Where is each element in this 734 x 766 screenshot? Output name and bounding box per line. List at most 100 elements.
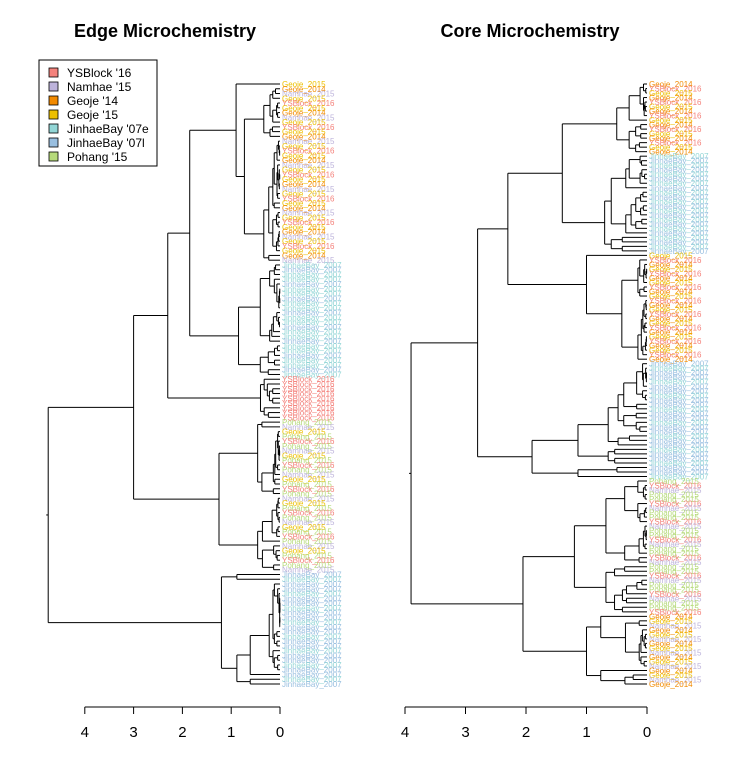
leaf-label: Geoje_2014 [282,180,326,189]
leaf-label: JinhaeBay_2007 [282,642,342,651]
leaf-label: Namhae_2015 [282,542,335,551]
leaf-label: JinhaeBay_2007 [649,170,709,179]
leaf-label: JinhaeBay_2007 [282,604,342,613]
leaf-label: Namhae_2015 [649,486,702,495]
leaf-label: Geoje_2014 [649,355,693,364]
leaf-label: YSBlock_2016 [649,337,702,346]
leaf-label: Geoje_2014 [649,666,693,675]
leaf-label: JinhaeBay_2007 [282,651,342,660]
leaf-label: Geoje_2015 [649,630,693,639]
leaf-label: Pohang_2015 [282,432,332,441]
leaf-label: YSBlock_2016 [282,413,335,422]
leaf-label: YSBlock_2016 [649,500,702,509]
leaf-label: JinhaeBay_2007 [649,436,709,445]
leaf-label: Geoje_2015 [282,128,326,137]
leaf-label: Pohang_2015 [282,537,332,546]
legend-label: JinhaeBay '07l [67,136,145,150]
leaf-label: Namhae_2015 [649,522,702,531]
leaf-label: Pohang_2015 [649,513,699,522]
leaf-label: JinhaeBay_2007 [282,261,342,270]
leaf-label: JinhaeBay_2007 [282,675,342,684]
leaf-label: YSBlock_2016 [282,194,335,203]
leaf-label: Geoje_2014 [282,132,326,141]
leaf-label: Pohang_2015 [282,480,332,489]
leaf-label: JinhaeBay_2007 [282,309,342,318]
leaf-label: YSBlock_2016 [282,485,335,494]
leaf-label: YSBlock_2016 [649,256,702,265]
leaf-label: YSBlock_2016 [649,269,702,278]
leaf-label: Geoje_2015 [282,223,326,232]
leaf-label: Geoje_2015 [282,118,326,127]
leaf-label: JinhaeBay_2007 [282,666,342,675]
leaf-label: JinhaeBay_2007 [282,613,342,622]
leaf-label: JinhaeBay_2007 [282,370,342,379]
leaf-label: JinhaeBay_2007 [649,247,709,256]
leaf-label: YSBlock_2016 [282,399,335,408]
leaf-label: Geoje_2014 [649,315,693,324]
leaf-label: Geoje_2015 [649,617,693,626]
leaf-label: Namhae_2015 [282,185,335,194]
leaf-label: JinhaeBay_2007 [649,463,709,472]
leaf-label: Namhae_2015 [282,494,335,503]
leaf-label: Namhae_2015 [649,504,702,513]
leaf-label: Geoje_2014 [649,653,693,662]
leaf-label: JinhaeBay_2007 [282,575,342,584]
leaf-label: JinhaeBay_2007 [282,351,342,360]
leaf-label: Namhae_2015 [282,423,335,432]
leaf-label: JinhaeBay_2007 [649,364,709,373]
leaf-label: Pohang_2015 [649,495,699,504]
leaf-label: Namhae_2015 [282,209,335,218]
leaf-label: Namhae_2015 [649,621,702,630]
leaf-label: Pohang_2015 [649,599,699,608]
leaf-label: YSBlock_2016 [282,123,335,132]
leaf-label: JinhaeBay_2007 [649,211,709,220]
leaf-label: JinhaeBay_2007 [649,391,709,400]
leaf-label: YSBlock_2016 [282,437,335,446]
leaf-label: Geoje_2014 [649,134,693,143]
leaf-label: YSBlock_2016 [649,590,702,599]
leaf-label: JinhaeBay_2007 [649,175,709,184]
leaf-label: Pohang_2015 [649,491,699,500]
leaf-label: JinhaeBay_2007 [282,680,342,689]
leaf-label: JinhaeBay_2007 [649,242,709,251]
leaf-label: Pohang_2015 [649,545,699,554]
leaf-label: Geoje_2015 [282,499,326,508]
leaf-label: JinhaeBay_2007 [649,220,709,229]
leaf-label: JinhaeBay_2007 [649,152,709,161]
leaf-label: YSBlock_2016 [282,170,335,179]
leaf-label: JinhaeBay_2007 [649,179,709,188]
leaf-label: JinhaeBay_2007 [649,468,709,477]
leaf-label: Geoje_2014 [649,121,693,130]
leaf-label: Geoje_2014 [282,156,326,165]
leaf-label: JinhaeBay_2007 [282,337,342,346]
leaf-label: Geoje_2015 [649,644,693,653]
leaf-label: Geoje_2014 [649,94,693,103]
leaf-label: JinhaeBay_2007 [649,472,709,481]
leaf-label: Geoje_2015 [649,346,693,355]
leaf-label: Geoje_2014 [649,680,693,689]
leaf-label: JinhaeBay_2007 [649,405,709,414]
leaf-label: Namhae_2015 [282,137,335,146]
leaf-label: JinhaeBay_2007 [282,318,342,327]
leaf-label: JinhaeBay_2007 [649,409,709,418]
leaf-label: JinhaeBay_2007 [282,275,342,284]
leaf-label: YSBlock_2016 [649,139,702,148]
leaf-label: JinhaeBay_2007 [282,609,342,618]
leaf-label: JinhaeBay_2007 [282,632,342,641]
leaf-label: Pohang_2015 [282,456,332,465]
leaf-label: Geoje_2014 [649,148,693,157]
leaf-label: JinhaeBay_2007 [649,229,709,238]
leaf-label: JinhaeBay_2007 [649,432,709,441]
leaf-label: JinhaeBay_2007 [649,427,709,436]
leaf-label: JinhaeBay_2007 [282,656,342,665]
leaf-label: JinhaeBay_2007 [282,328,342,337]
legend-label: Geoje '15 [67,108,118,122]
leaf-label: JinhaeBay_2007 [649,184,709,193]
leaf-label: Geoje_2015 [282,104,326,113]
leaf-label: Geoje_2014 [649,639,693,648]
leaf-label: Pohang_2015 [282,466,332,475]
tick-label: 3 [129,724,137,741]
leaf-label: Geoje_2015 [282,175,326,184]
leaf-label: Pohang_2015 [649,509,699,518]
